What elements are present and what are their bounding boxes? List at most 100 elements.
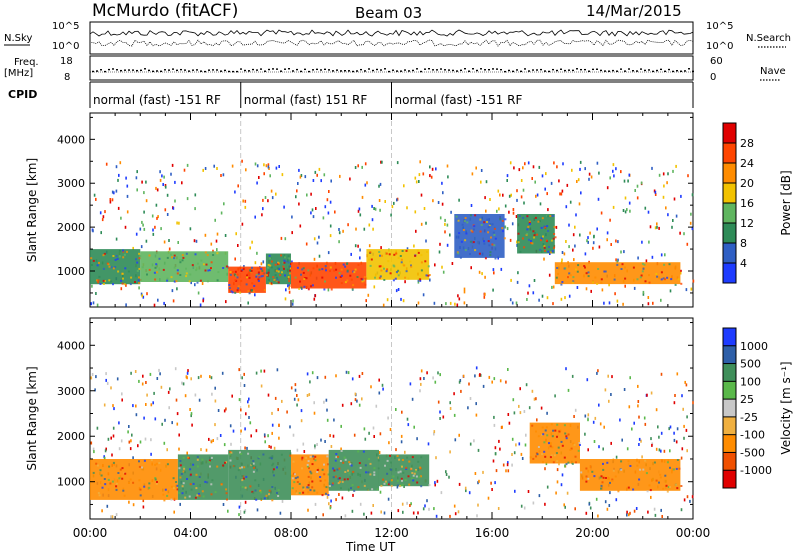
scatter-cell — [564, 464, 566, 468]
freq-point — [400, 70, 402, 72]
data-speckle — [519, 250, 522, 253]
data-speckle — [585, 480, 588, 483]
scatter-cell — [493, 423, 496, 427]
freq-point — [164, 69, 166, 71]
scatter-cell — [291, 302, 294, 306]
data-speckle — [335, 276, 337, 279]
scatter-cell — [426, 499, 428, 503]
scatter-cell — [623, 179, 626, 183]
scatter-cell — [600, 211, 603, 215]
scatter-cell — [648, 240, 650, 244]
data-speckle — [316, 491, 319, 494]
scatter-cell — [103, 403, 106, 407]
data-speckle — [311, 486, 314, 489]
scatter-cell — [604, 388, 607, 392]
scatter-cell — [675, 164, 677, 168]
data-speckle — [255, 498, 258, 501]
scatter-cell — [220, 174, 222, 177]
data-speckle — [382, 478, 385, 481]
scatter-cell — [508, 210, 510, 214]
scatter-cell — [427, 442, 430, 446]
freq-panel-frame — [89, 55, 694, 81]
data-speckle — [403, 264, 406, 267]
scatter-cell — [680, 508, 683, 512]
scatter-cell — [518, 404, 520, 408]
scatter-cell — [111, 515, 114, 519]
data-speckle — [658, 481, 660, 484]
data-speckle — [659, 476, 662, 479]
scatter-cell — [151, 214, 154, 218]
scatter-cell — [512, 208, 515, 211]
scatter-cell — [433, 507, 435, 511]
scatter-cell — [142, 499, 145, 503]
scatter-cell — [402, 299, 405, 303]
data-speckle — [327, 463, 330, 466]
beam-title: Beam 03 — [355, 4, 422, 22]
scatter-cell — [176, 422, 179, 426]
data-speckle — [411, 477, 414, 480]
scatter-cell — [359, 502, 362, 506]
data-speckle — [549, 456, 552, 459]
data-speckle — [383, 267, 385, 270]
scatter-cell — [275, 192, 277, 196]
freq-point — [404, 69, 406, 71]
scatter-cell — [209, 375, 211, 379]
data-speckle — [537, 446, 540, 448]
scatter-cell — [561, 251, 564, 254]
data-speckle — [389, 454, 391, 457]
data-speckle — [214, 491, 217, 494]
scatter-cell — [361, 372, 364, 375]
data-speckle — [469, 214, 472, 217]
data-speckle — [132, 481, 135, 484]
data-speckle — [395, 252, 398, 255]
data-speckle — [569, 274, 572, 277]
scatter-cell — [134, 370, 137, 373]
scatter-cell — [254, 293, 256, 297]
scatter-cell — [154, 417, 157, 421]
data-speckle — [188, 280, 191, 283]
data-speckle — [321, 494, 324, 497]
scatter-cell — [636, 184, 639, 188]
scatter-cell — [391, 205, 394, 209]
freq-point — [248, 70, 250, 72]
data-speckle — [182, 470, 185, 473]
scatter-cell — [491, 380, 493, 384]
data-speckle — [424, 260, 427, 263]
data-speckle — [311, 284, 314, 287]
data-speckle — [156, 481, 158, 483]
scatter-cell — [498, 207, 500, 211]
scatter-cell — [493, 377, 496, 381]
data-speckle — [462, 229, 465, 231]
scatter-cell — [380, 246, 382, 250]
data-speckle — [276, 267, 279, 270]
data-speckle — [252, 470, 255, 473]
data-speckle — [185, 275, 188, 278]
data-speckle — [138, 460, 140, 463]
data-speckle — [307, 486, 310, 489]
scatter-cell — [465, 489, 467, 493]
scatter-cell — [675, 440, 678, 444]
data-speckle — [196, 281, 199, 284]
scatter-cell — [609, 176, 611, 180]
scatter-cell — [494, 446, 497, 450]
scatter-cell — [607, 374, 609, 378]
scatter-cell — [454, 302, 456, 306]
data-speckle — [460, 240, 463, 243]
data-speckle — [192, 463, 195, 466]
scatter-cell — [435, 514, 438, 518]
scatter-cell — [687, 174, 689, 178]
scatter-cell — [277, 408, 279, 412]
scatter-cell — [477, 448, 480, 452]
data-speckle — [319, 479, 322, 482]
scatter-cell — [606, 186, 609, 190]
data-speckle — [293, 473, 296, 476]
scatter-cell — [637, 404, 639, 408]
data-speckle — [517, 241, 520, 244]
data-speckle — [538, 450, 541, 453]
data-speckle — [472, 228, 475, 231]
scatter-cell — [400, 297, 402, 301]
scatter-cell — [579, 160, 582, 164]
data-speckle — [339, 480, 341, 483]
freq-point — [552, 68, 554, 71]
freq-point — [648, 69, 650, 71]
